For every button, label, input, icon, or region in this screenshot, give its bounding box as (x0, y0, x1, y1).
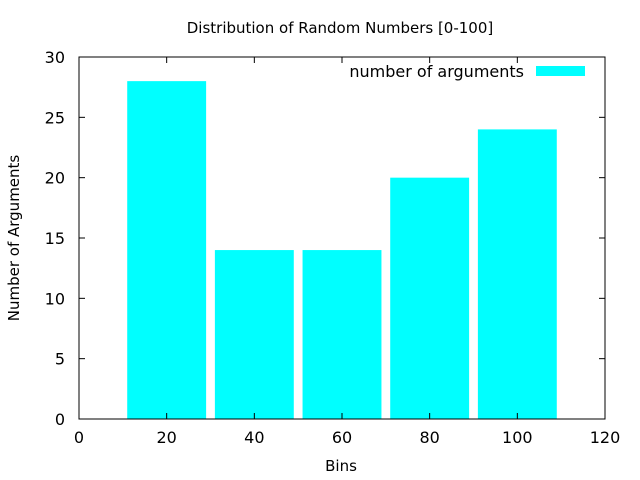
chart-title: Distribution of Random Numbers [0-100] (187, 19, 494, 37)
y-axis-label: Number of Arguments (5, 155, 23, 322)
bar-100 (477, 129, 557, 419)
legend: number of arguments (349, 62, 585, 81)
bar-60 (302, 250, 382, 419)
x-tick-label-100: 100 (502, 428, 533, 447)
x-tick-label-80: 80 (419, 428, 439, 447)
y-tick-label-15: 15 (45, 229, 65, 248)
legend-swatch (536, 66, 585, 76)
y-tick-label-0: 0 (55, 410, 65, 429)
legend-label: number of arguments (349, 62, 524, 81)
y-tick-label-25: 25 (45, 108, 65, 127)
x-tick-label-40: 40 (244, 428, 264, 447)
x-tick-label-20: 20 (156, 428, 176, 447)
x-tick-label-0: 0 (74, 428, 84, 447)
y-tick-label-30: 30 (45, 48, 65, 67)
ticks-group: 0 5 10 15 20 25 30 0 20 40 60 80 100 120 (45, 48, 621, 447)
bar-40 (214, 250, 294, 419)
bars-group (127, 81, 557, 419)
x-axis-label: Bins (325, 457, 357, 475)
y-tick-label-20: 20 (45, 169, 65, 188)
y-tick-label-5: 5 (55, 350, 65, 369)
bar-20 (127, 81, 207, 419)
x-tick-label-60: 60 (332, 428, 352, 447)
plot-border (78, 56, 606, 420)
x-tick-label-120: 120 (590, 428, 621, 447)
y-tick-label-10: 10 (45, 289, 65, 308)
bar-80 (390, 177, 470, 419)
